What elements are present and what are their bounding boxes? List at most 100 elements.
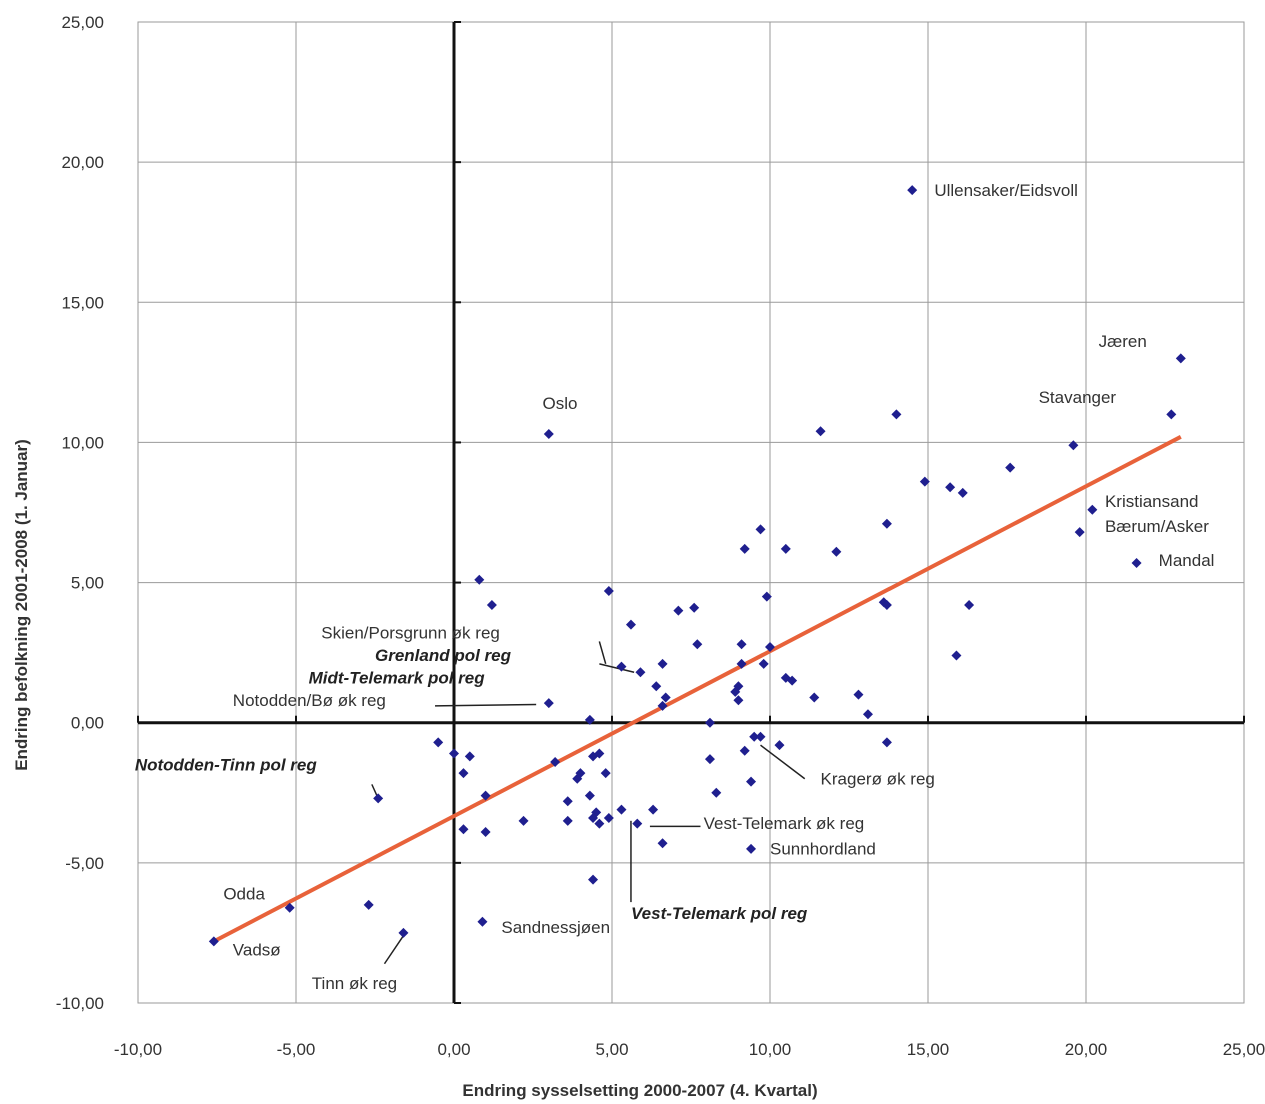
data-point bbox=[746, 776, 757, 787]
data-point bbox=[862, 709, 873, 720]
x-tick-label: 5,00 bbox=[595, 1040, 628, 1059]
data-point bbox=[449, 748, 459, 759]
data-point bbox=[761, 591, 772, 602]
annotations: Ullensaker/Eidsvoll Jæren Stavanger Oslo Kri… bbox=[135, 181, 1215, 993]
point-annotation: Vadsø bbox=[233, 940, 281, 959]
data-point bbox=[648, 804, 659, 815]
x-tick-label: 20,00 bbox=[1065, 1040, 1108, 1059]
data-point bbox=[951, 650, 962, 661]
data-point bbox=[755, 524, 766, 535]
data-point bbox=[704, 717, 715, 728]
leader-line bbox=[760, 744, 806, 780]
data-point bbox=[480, 827, 491, 838]
data-point bbox=[1175, 353, 1186, 364]
data-point bbox=[657, 700, 668, 711]
data-point bbox=[616, 804, 627, 815]
point-annotation: Sandnessjøen bbox=[501, 918, 610, 937]
data-point bbox=[1074, 527, 1085, 538]
leader-line bbox=[599, 663, 635, 673]
data-point bbox=[464, 751, 475, 762]
data-point bbox=[458, 824, 469, 835]
data-point bbox=[689, 602, 700, 613]
data-point bbox=[486, 599, 497, 610]
data-point bbox=[474, 574, 485, 585]
y-tick-label: -10,00 bbox=[56, 994, 104, 1013]
leader-line bbox=[435, 703, 537, 707]
x-tick-label: -5,00 bbox=[277, 1040, 316, 1059]
axes bbox=[137, 21, 1245, 1004]
y-tick-label: 15,00 bbox=[61, 293, 104, 312]
data-point bbox=[881, 518, 892, 529]
data-point bbox=[780, 543, 791, 554]
point-annotation: Oslo bbox=[542, 394, 577, 413]
data-point bbox=[749, 731, 760, 742]
data-point bbox=[881, 599, 892, 610]
data-point bbox=[739, 745, 750, 756]
y-tick-label: 5,00 bbox=[71, 574, 104, 593]
data-point bbox=[891, 409, 902, 420]
point-annotation: Midt-Telemark pol reg bbox=[309, 668, 486, 687]
point-annotation: Odda bbox=[223, 884, 265, 903]
leader-line bbox=[598, 641, 607, 665]
data-point bbox=[758, 658, 769, 669]
data-point bbox=[755, 731, 766, 742]
x-tick-label: -10,00 bbox=[114, 1040, 162, 1059]
data-point bbox=[625, 619, 636, 630]
y-tick-label: 0,00 bbox=[71, 714, 104, 733]
point-annotation: Sunnhordland bbox=[770, 839, 876, 858]
data-point bbox=[584, 714, 595, 725]
data-point bbox=[480, 790, 491, 801]
point-annotation: Kragerø øk reg bbox=[821, 769, 935, 788]
point-annotation: Jæren bbox=[1099, 332, 1147, 351]
trendline-group bbox=[212, 435, 1182, 944]
data-point bbox=[458, 768, 469, 779]
data-point bbox=[964, 599, 975, 610]
data-point bbox=[651, 681, 662, 692]
data-point bbox=[594, 818, 605, 829]
data-point bbox=[692, 639, 703, 650]
data-point bbox=[1131, 557, 1142, 568]
data-point bbox=[907, 185, 918, 196]
data-point bbox=[957, 487, 968, 498]
data-point bbox=[363, 899, 374, 910]
data-point bbox=[736, 658, 747, 669]
point-annotation: Notodden-Tinn pol reg bbox=[135, 755, 318, 774]
data-point bbox=[543, 698, 554, 709]
data-point bbox=[543, 429, 554, 440]
data-point bbox=[584, 790, 595, 801]
data-point bbox=[208, 936, 219, 947]
point-annotation: Ullensaker/Eidsvoll bbox=[934, 181, 1078, 200]
data-point bbox=[657, 838, 668, 849]
point-annotation: Bærum/Asker bbox=[1105, 517, 1209, 536]
y-axis-title: Endring befolkning 2001-2008 (1. Januar) bbox=[12, 439, 31, 771]
y-tick-label: -5,00 bbox=[65, 854, 104, 873]
data-point bbox=[373, 793, 384, 804]
data-point bbox=[736, 639, 747, 650]
y-tick-label: 20,00 bbox=[61, 153, 104, 172]
data-point bbox=[704, 754, 715, 765]
data-point bbox=[433, 737, 444, 748]
x-tick-label: 10,00 bbox=[749, 1040, 792, 1059]
data-point bbox=[831, 546, 842, 557]
data-point bbox=[945, 482, 956, 493]
data-point bbox=[1087, 504, 1098, 515]
point-annotation: Vest-Telemark pol reg bbox=[631, 904, 808, 923]
point-annotation: Tinn øk reg bbox=[312, 974, 397, 993]
data-point bbox=[588, 874, 599, 885]
point-annotation: Skien/Porsgrunn øk reg bbox=[321, 624, 500, 643]
x-tick-label: 25,00 bbox=[1223, 1040, 1265, 1059]
data-point bbox=[588, 813, 599, 824]
data-point bbox=[572, 773, 583, 784]
data-point bbox=[881, 737, 892, 748]
data-point bbox=[660, 692, 671, 703]
data-point bbox=[477, 916, 488, 927]
y-tick-label: 10,00 bbox=[61, 433, 104, 452]
point-annotation: Stavanger bbox=[1039, 388, 1117, 407]
data-point bbox=[284, 902, 295, 913]
data-point bbox=[739, 543, 750, 554]
data-point bbox=[746, 843, 757, 854]
plot-frame bbox=[137, 21, 1245, 1004]
data-point bbox=[562, 815, 573, 826]
data-point bbox=[600, 768, 611, 779]
